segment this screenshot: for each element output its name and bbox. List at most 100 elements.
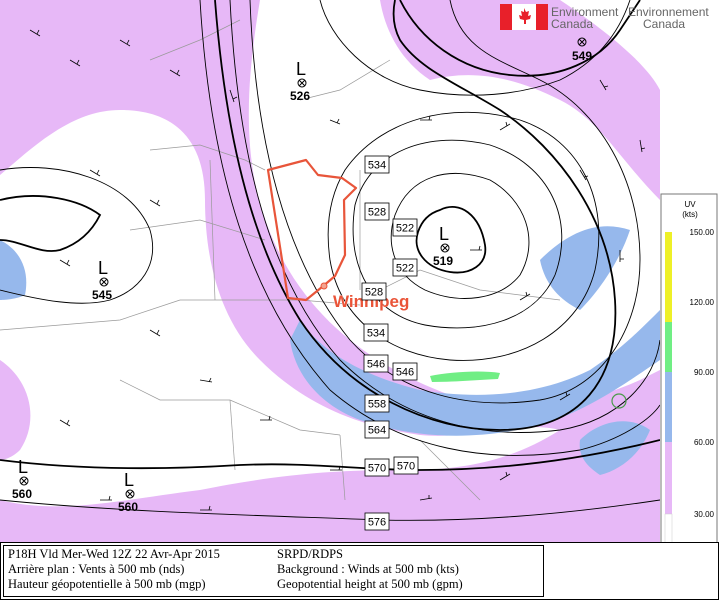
contour-label: 522 <box>392 258 418 277</box>
contour-value: 576 <box>368 517 386 529</box>
contour-label: 528 <box>361 282 387 301</box>
contour-value: 534 <box>367 328 385 340</box>
height-contours <box>0 0 660 521</box>
low-symbol: L <box>439 224 449 244</box>
contour-value: 522 <box>396 223 414 235</box>
green-band-90-120 <box>430 371 500 382</box>
contour-label: 570 <box>364 458 390 477</box>
low-value: 519 <box>433 254 453 268</box>
low-symbol: L <box>124 470 134 490</box>
contour-value: 528 <box>365 287 383 299</box>
legend-swatch-90-120 <box>665 322 672 372</box>
low-symbol: L <box>98 258 108 278</box>
contour-519 <box>415 206 487 274</box>
purple-band-north <box>380 0 660 200</box>
contour-546 <box>249 0 641 404</box>
contour-west <box>0 195 102 252</box>
low-marker: L 560 <box>118 470 138 514</box>
low-cross-icon <box>298 79 306 87</box>
caption-left-line2: Arrière plan : Vents à 500 mb (nds) <box>8 562 185 576</box>
high-marker-symbol <box>577 37 587 47</box>
low-cross-icon <box>20 477 28 485</box>
legend-tick: 30.00 <box>694 510 715 519</box>
map-canvas: Winnipeg L 526 L 519 L 545 L 560 L 560 534 528 522 5… <box>0 0 660 542</box>
legend-swatch-60-90 <box>665 372 672 442</box>
contour-label: 528 <box>364 202 390 221</box>
contour-label: 546 <box>363 354 389 373</box>
contour-thick-outer <box>214 0 617 431</box>
low-symbol: L <box>296 59 306 79</box>
contour-value: 522 <box>396 263 414 275</box>
city-label-winnipeg: Winnipeg <box>333 292 409 311</box>
contour-value: 546 <box>367 359 385 371</box>
contour-label: 564 <box>364 420 390 439</box>
low-center-icon <box>297 78 307 88</box>
low-center-icon <box>440 243 450 253</box>
contour-534 <box>327 111 600 361</box>
contour-label: 576 <box>364 512 390 531</box>
low-center-icon <box>19 476 29 486</box>
caption-frame <box>0 542 719 600</box>
contour-label: 534 <box>364 155 390 174</box>
contour-528 <box>352 139 563 329</box>
low-cross-icon <box>126 490 134 498</box>
purple-patch-southwest <box>0 360 31 460</box>
low-marker: L 560 <box>12 457 32 501</box>
contour-value: 528 <box>368 207 386 219</box>
contour-value: 546 <box>396 367 414 379</box>
contour-west-2 <box>0 167 154 304</box>
caption-right-line2: Background : Winds at 500 mb (kts) <box>277 562 459 576</box>
contour-north <box>319 0 631 96</box>
low-marker: L 526 <box>290 59 310 103</box>
agency-logo: Environment Canada Environnement Canada <box>500 4 719 32</box>
low-center-icon <box>99 277 109 287</box>
contour-564 <box>199 0 660 456</box>
contour-label: 546 <box>392 362 418 381</box>
low-cross-icon <box>441 244 449 252</box>
chart-caption: P18H Vld Mer-Wed 12Z 22 Avr-Apr 2015 Arr… <box>0 542 719 600</box>
legend-tick: 90.00 <box>694 368 715 377</box>
caption-left-line1: P18H Vld Mer-Wed 12Z 22 Avr-Apr 2015 <box>8 547 220 561</box>
agency-name-fr: Environnement <box>628 5 709 19</box>
blue-patch-west <box>0 240 27 300</box>
contour-value: 558 <box>368 399 386 411</box>
caption-french: P18H Vld Mer-Wed 12Z 22 Avr-Apr 2015 Arr… <box>8 547 220 592</box>
contour-label: 522 <box>392 218 418 237</box>
legend-swatch-30-60 <box>665 442 672 514</box>
low-value: 560 <box>118 500 138 514</box>
low-center-icon <box>125 489 135 499</box>
blue-patch-southeast <box>579 421 650 475</box>
contour-label: 534 <box>363 323 389 342</box>
low-value: 560 <box>12 487 32 501</box>
caption-right-line3: Geopotential height at 500 mb (gpm) <box>277 577 463 591</box>
caption-left-line3: Hauteur géopotentielle à 500 mb (mgp) <box>8 577 206 591</box>
low-symbol: L <box>18 457 28 477</box>
agency-name-en: Environment <box>551 5 619 19</box>
caption-right-line1: SRPD/RDPS <box>277 547 344 561</box>
contour-label: 558 <box>364 394 390 413</box>
high-value-label: 549 <box>572 49 592 63</box>
contour-570 <box>0 439 660 471</box>
contour-value: 564 <box>368 425 386 437</box>
low-pressure-markers: L 526 L 519 L 545 L 560 L 560 <box>12 59 453 514</box>
canada-flag-icon <box>500 4 548 30</box>
marker-circle-east <box>611 393 627 409</box>
legend-tick: 120.00 <box>690 298 715 307</box>
blue-band-east <box>540 226 630 310</box>
legend-units: (kts) <box>682 210 698 219</box>
country-name-en: Canada <box>551 17 594 31</box>
contour-label: 570 <box>393 456 419 475</box>
contour-value: 570 <box>368 463 386 475</box>
low-value: 545 <box>92 288 112 302</box>
low-marker: L 519 <box>433 224 453 268</box>
winnipeg-marker <box>320 282 328 290</box>
low-cross-icon <box>100 278 108 286</box>
contour-522 <box>390 173 530 299</box>
legend-title: UV <box>684 200 696 209</box>
low-value: 526 <box>290 89 310 103</box>
contour-value: 534 <box>368 160 386 172</box>
country-name-fr: Canada <box>643 17 686 31</box>
caption-english: SRPD/RDPS Background : Winds at 500 mb (… <box>277 547 463 592</box>
legend-tick: 150.00 <box>690 228 715 237</box>
legend-tick: 60.00 <box>694 438 715 447</box>
